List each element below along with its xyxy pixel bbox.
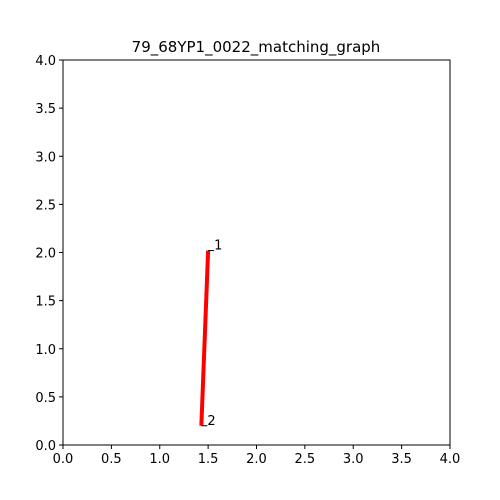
y-tick-label: 2.0 — [35, 247, 56, 262]
x-tick-label: 0.5 — [101, 452, 122, 467]
chart-title: 79_68YP1_0022_matching_graph — [132, 38, 381, 57]
y-tick-label: 0.5 — [35, 391, 56, 406]
node-label: 1 — [214, 239, 222, 254]
y-tick-label: 3.0 — [35, 150, 56, 165]
axes-frame — [62, 59, 451, 446]
x-tick-label: 4.0 — [440, 452, 461, 467]
x-tick-label: 1.0 — [149, 452, 170, 467]
y-tick-label: 3.5 — [35, 102, 56, 117]
y-tick-label: 0.0 — [35, 439, 56, 454]
y-tick-label: 4.0 — [35, 54, 56, 69]
y-tick-label: 2.5 — [35, 198, 56, 213]
y-tick-label: 1.5 — [35, 295, 56, 310]
y-tick-label: 1.0 — [35, 343, 56, 358]
x-tick-label: 3.5 — [391, 452, 412, 467]
x-tick-label: 2.0 — [246, 452, 267, 467]
node-label: 2 — [207, 414, 215, 429]
x-tick-label: 3.0 — [343, 452, 364, 467]
edge-line — [199, 250, 211, 426]
x-tick-label: 0.0 — [53, 452, 74, 467]
plot-area: 1 2 0.0 0.5 1.0 1.5 2.0 2.5 3.0 3.5 4.0 0.0 0.5 1.0 1.… — [35, 54, 460, 467]
x-tick-label: 1.5 — [198, 452, 219, 467]
x-tick-label: 2.5 — [295, 452, 316, 467]
